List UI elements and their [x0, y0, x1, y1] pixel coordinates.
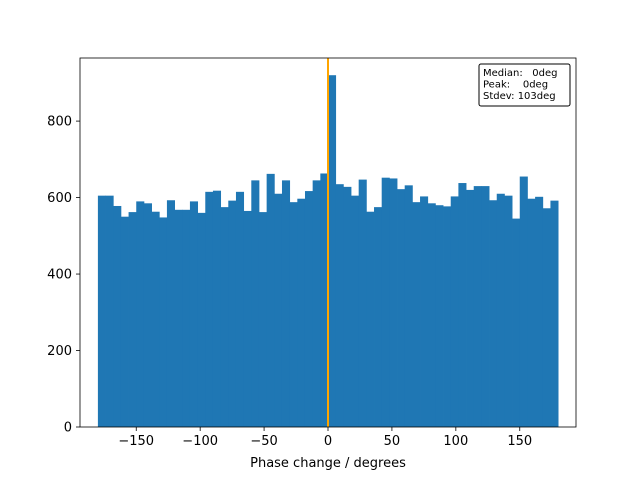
- histogram-bar: [435, 205, 444, 427]
- histogram-bar: [458, 183, 467, 427]
- histogram-bar: [120, 216, 129, 427]
- histogram-bar: [297, 198, 306, 427]
- histogram-bar: [274, 193, 283, 427]
- histogram-bar: [189, 201, 199, 427]
- histogram-bar: [312, 180, 321, 427]
- histogram-bar: [235, 191, 245, 427]
- histogram-bar: [304, 191, 314, 427]
- histogram-bar: [466, 189, 475, 427]
- histogram-bar: [496, 193, 505, 427]
- histogram-bar: [220, 207, 229, 427]
- histogram-bar: [243, 210, 252, 427]
- histogram-bar: [542, 208, 551, 427]
- x-tick-label: 150: [507, 434, 532, 449]
- x-tick-label: 0: [324, 434, 332, 449]
- histogram-bar: [366, 211, 375, 427]
- histogram-bar: [527, 198, 536, 427]
- y-tick-label: 200: [47, 344, 72, 359]
- histogram-bar: [105, 195, 114, 427]
- histogram-bar: [159, 217, 168, 427]
- histogram-bar: [128, 212, 137, 427]
- histogram-bar: [427, 203, 436, 427]
- histogram-bar: [489, 200, 498, 427]
- x-tick-label: 50: [384, 434, 401, 449]
- stats-annotation-box: Median: 0deg Peak: 0deg Stdev: 103deg: [478, 63, 571, 107]
- histogram-bar: [550, 200, 559, 427]
- x-tick-label: −100: [182, 434, 218, 449]
- y-tick-label: 800: [47, 115, 72, 130]
- histogram-bar: [228, 200, 237, 427]
- histogram-bar: [174, 209, 183, 427]
- stats-box-frame: [478, 63, 571, 107]
- histogram-bar: [258, 212, 268, 427]
- stats-median-text: Median: 0deg: [483, 68, 558, 79]
- histogram-bar: [281, 180, 291, 427]
- histogram-bar: [136, 201, 145, 427]
- histogram-bar: [166, 200, 175, 427]
- x-tick-label: −50: [250, 434, 277, 449]
- histogram-bar: [404, 185, 413, 427]
- x-axis-ticks: −150 −100 −50 0 50 100 150: [118, 427, 532, 449]
- histogram-bar: [519, 176, 528, 427]
- histogram-bar: [512, 218, 521, 427]
- histogram-bar: [473, 186, 482, 427]
- x-tick-label: 100: [443, 434, 468, 449]
- histogram-bar: [182, 209, 191, 427]
- histogram-bar: [389, 178, 398, 427]
- histogram-bar: [97, 195, 106, 427]
- y-axis-ticks: 0 200 400 600 800: [47, 115, 80, 436]
- histogram-bar: [420, 196, 429, 427]
- x-axis-label: Phase change / degrees: [250, 456, 406, 471]
- histogram-bar: [266, 173, 275, 427]
- y-tick-label: 400: [47, 268, 72, 283]
- histogram-bar: [335, 184, 344, 427]
- histogram-bar: [504, 195, 513, 427]
- histogram-bar: [450, 196, 459, 427]
- stats-stdev-text: Stdev: 103deg: [483, 91, 556, 102]
- histogram-bar: [481, 186, 490, 427]
- histogram-bar: [113, 205, 122, 427]
- histogram-bar: [397, 189, 406, 427]
- histogram-bar: [251, 180, 260, 427]
- histogram-bar: [381, 177, 390, 427]
- histogram-bar: [320, 173, 329, 427]
- histogram-bar: [328, 75, 337, 428]
- histogram-bar: [289, 202, 298, 427]
- x-tick-label: −150: [118, 434, 154, 449]
- y-tick-label: 0: [64, 421, 72, 436]
- histogram-bar: [443, 206, 452, 427]
- histogram-bar: [412, 202, 421, 427]
- histogram-bar: [374, 207, 383, 427]
- histogram-bar: [197, 212, 206, 427]
- stats-peak-text: Peak: 0deg: [483, 80, 548, 91]
- histogram-bar: [143, 203, 152, 427]
- y-tick-label: 600: [47, 191, 72, 206]
- histogram-bar: [343, 186, 352, 427]
- histogram-bar: [351, 195, 360, 427]
- histogram-bar: [358, 179, 367, 427]
- histogram-bar: [212, 190, 222, 427]
- histogram-bar: [535, 196, 544, 427]
- histogram-bars: [97, 75, 559, 428]
- histogram-bar: [205, 191, 214, 427]
- histogram-bar: [151, 211, 160, 427]
